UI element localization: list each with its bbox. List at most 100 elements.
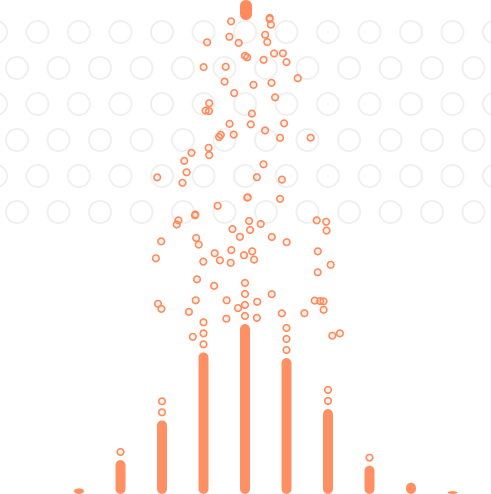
peg xyxy=(295,56,320,80)
falling-ball xyxy=(227,246,236,255)
peg xyxy=(150,20,174,44)
peg xyxy=(46,56,71,80)
bin-ball xyxy=(240,300,250,310)
peg xyxy=(5,56,29,80)
falling-ball xyxy=(192,275,202,284)
falling-ball xyxy=(293,74,302,83)
peg xyxy=(108,20,133,44)
falling-ball xyxy=(210,249,219,258)
falling-ball xyxy=(276,133,285,142)
falling-ball xyxy=(157,237,166,246)
falling-ball xyxy=(182,168,191,177)
falling-balls xyxy=(151,13,345,341)
falling-ball xyxy=(282,238,291,247)
peg xyxy=(274,92,299,116)
falling-ball xyxy=(235,232,244,241)
peg xyxy=(316,164,340,188)
peg xyxy=(482,92,491,116)
peg xyxy=(420,200,444,224)
peg xyxy=(67,20,91,44)
peg xyxy=(440,20,465,44)
falling-ball xyxy=(261,126,270,135)
falling-ball xyxy=(246,225,255,235)
falling-ball xyxy=(178,178,187,187)
falling-ball xyxy=(239,251,249,260)
falling-ball xyxy=(192,233,201,243)
peg xyxy=(67,92,91,116)
bin-stack xyxy=(323,409,333,494)
falling-ball xyxy=(205,151,214,160)
peg xyxy=(357,92,382,116)
falling-ball xyxy=(267,232,276,242)
peg xyxy=(191,92,216,116)
falling-ball xyxy=(280,119,289,128)
bin-stack xyxy=(157,420,167,494)
falling-ball xyxy=(233,304,243,313)
peg xyxy=(129,56,154,80)
peg xyxy=(440,164,465,188)
peg xyxy=(25,20,50,44)
bin-stack xyxy=(406,482,416,494)
falling-ball xyxy=(271,93,280,102)
peg xyxy=(440,92,465,116)
peg xyxy=(171,56,195,80)
peg xyxy=(316,92,340,116)
bin-stack xyxy=(240,324,250,494)
falling-ball xyxy=(312,216,321,225)
peg xyxy=(378,200,403,224)
peg xyxy=(0,20,8,44)
peg xyxy=(254,200,278,224)
peg xyxy=(212,128,237,152)
falling-ball xyxy=(203,38,212,47)
peg xyxy=(233,20,257,44)
peg xyxy=(129,128,154,152)
bin-stack xyxy=(281,358,292,494)
bin-stack xyxy=(115,460,126,494)
falling-ball xyxy=(250,255,259,264)
peg xyxy=(233,92,257,116)
falling-ball xyxy=(328,331,337,340)
falling-ball xyxy=(222,296,231,305)
peg xyxy=(46,128,71,152)
falling-ball xyxy=(222,314,231,323)
falling-ball xyxy=(225,119,234,128)
peg xyxy=(108,92,133,116)
falling-ball xyxy=(267,290,276,299)
bin-ball xyxy=(240,278,250,288)
bin-ball xyxy=(282,345,291,355)
falling-ball xyxy=(174,216,183,225)
peg xyxy=(337,56,361,80)
peg xyxy=(295,128,320,152)
bin-ball xyxy=(157,397,167,406)
peg xyxy=(461,128,486,152)
bin-stack xyxy=(198,352,209,494)
bin-stack xyxy=(74,488,84,494)
falling-ball xyxy=(306,133,315,142)
falling-ball xyxy=(172,220,181,229)
peg xyxy=(357,164,382,188)
bin-ball xyxy=(323,385,333,395)
falling-ball xyxy=(300,309,309,318)
falling-ball xyxy=(240,51,250,61)
peg xyxy=(357,20,382,44)
peg xyxy=(420,128,444,152)
bin-stack xyxy=(447,491,458,494)
bin-ball xyxy=(240,311,250,321)
falling-ball xyxy=(253,297,262,306)
peg xyxy=(378,128,403,152)
peg xyxy=(108,164,133,188)
peg xyxy=(399,92,423,116)
peg-grid xyxy=(0,20,491,224)
falling-ball xyxy=(310,296,319,305)
peg xyxy=(150,92,174,116)
falling-ball xyxy=(227,17,236,26)
falling-ball xyxy=(199,257,208,266)
bin-stack xyxy=(364,465,375,494)
falling-ball xyxy=(319,305,328,314)
falling-ball xyxy=(277,175,287,184)
falling-ball xyxy=(204,106,214,116)
peg xyxy=(0,92,8,116)
peg xyxy=(461,56,486,80)
falling-ball xyxy=(153,173,162,182)
peg xyxy=(88,200,112,224)
